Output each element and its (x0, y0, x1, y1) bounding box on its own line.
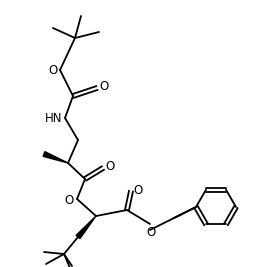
Text: O: O (64, 194, 74, 206)
Text: O: O (146, 226, 156, 238)
Polygon shape (43, 152, 68, 163)
Text: HN: HN (45, 112, 63, 125)
Text: O: O (133, 183, 143, 197)
Text: O: O (105, 160, 115, 174)
Text: O: O (99, 80, 109, 93)
Text: O: O (48, 65, 57, 77)
Polygon shape (76, 216, 96, 239)
